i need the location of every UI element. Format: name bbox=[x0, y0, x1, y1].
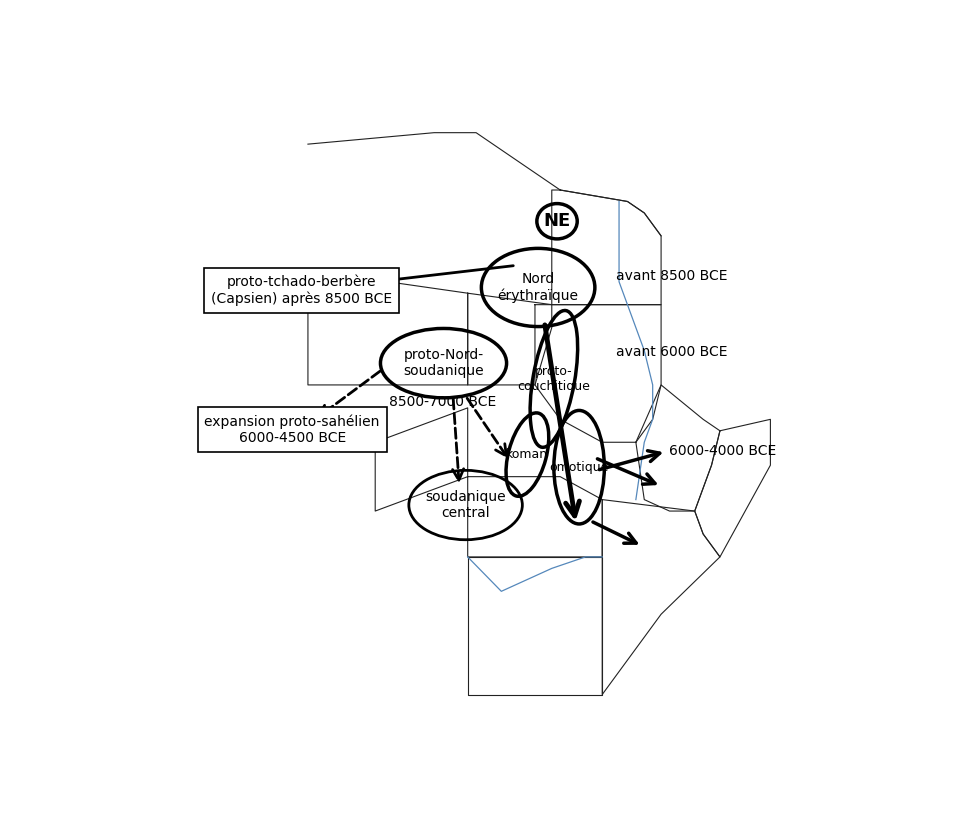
Text: 6000-4000 BCE: 6000-4000 BCE bbox=[668, 445, 775, 459]
Text: proto-
couchitique: proto- couchitique bbox=[516, 365, 590, 393]
Text: koman: koman bbox=[506, 448, 547, 461]
Text: proto-tchado-berbère
(Capsien) après 8500 BCE: proto-tchado-berbère (Capsien) après 850… bbox=[211, 275, 391, 306]
Text: omotique: omotique bbox=[548, 461, 609, 473]
Text: soudanique
central: soudanique central bbox=[424, 490, 506, 520]
Text: avant 6000 BCE: avant 6000 BCE bbox=[615, 345, 727, 359]
Text: proto-Nord-
soudanique: proto-Nord- soudanique bbox=[403, 348, 484, 378]
Text: expansion proto-sahélien
6000-4500 BCE: expansion proto-sahélien 6000-4500 BCE bbox=[204, 414, 380, 445]
Text: NE: NE bbox=[543, 212, 570, 230]
Text: avant 8500 BCE: avant 8500 BCE bbox=[615, 269, 727, 283]
Text: Nord
érythraïque: Nord érythraïque bbox=[497, 272, 578, 303]
Text: 8500-7000 BCE: 8500-7000 BCE bbox=[389, 396, 495, 410]
